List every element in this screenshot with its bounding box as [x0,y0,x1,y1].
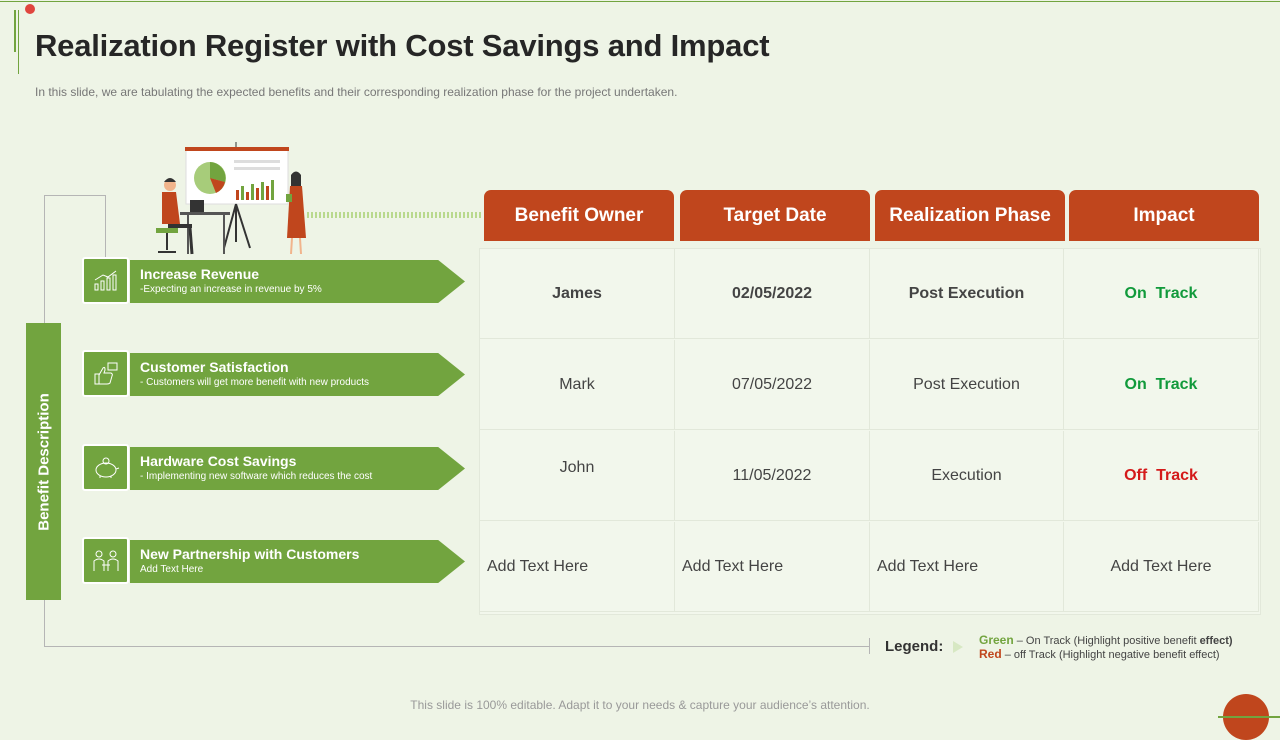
partnership-icon [82,537,129,584]
top-line [0,1,1280,2]
legend-green-word: Green [979,633,1014,647]
connector-top [44,195,105,196]
table-cell-date: 11/05/2022 [675,431,870,521]
table-cell-impact: On Track [1064,340,1259,430]
red-dot [25,4,35,14]
legend-red-line: Red – off Track (Highlight negative bene… [979,647,1220,661]
table-cell-date: Add Text Here [675,522,870,612]
table-cell-owner: Mark [480,340,675,430]
benefit-title: Increase Revenue [140,266,260,282]
header-target-date: Target Date [680,190,870,241]
connector-drop [105,195,106,257]
header-impact: Impact [1069,190,1259,241]
legend-green-bold: effect) [1199,635,1233,647]
table-cell-owner: Add Text Here [480,522,675,612]
table-cell-phase: Post Execution [870,340,1064,430]
benefit-title: Customer Satisfaction [140,359,289,375]
page-subtitle: In this slide, we are tabulating the exp… [35,85,678,99]
table-body [479,248,1261,615]
piggy-bank-icon [82,444,129,491]
benefit-description: Add Text Here [140,564,204,575]
header-realization-phase: Realization Phase [875,190,1065,241]
table-cell-impact: Add Text Here [1064,522,1259,612]
title-accent-bar-2 [18,10,19,74]
footer-note: This slide is 100% editable. Adapt it to… [410,698,870,712]
legend-green-line: Green – On Track (Highlight positive ben… [979,633,1233,647]
legend-green-text: – On Track (Highlight positive benefit [1013,635,1200,647]
table-cell-owner: John [480,431,675,521]
presentation-illustration [156,142,306,255]
connector-bottom-tick [869,638,870,654]
table-cell-date: 07/05/2022 [675,340,870,430]
title-accent-bar [14,10,16,52]
thumbs-up-icon [82,350,129,397]
table-cell-phase: Add Text Here [870,522,1064,612]
benefit-increase-revenue: Increase Revenue -Expecting an increase … [130,260,465,303]
table-cell-phase: Post Execution [870,249,1064,339]
legend-red-word: Red [979,647,1002,661]
benefit-hardware-cost-savings: Hardware Cost Savings - Implementing new… [130,447,465,490]
connector-bottom [44,646,870,647]
table-cell-phase: Execution [870,431,1064,521]
header-benefit-owner: Benefit Owner [484,190,674,241]
growth-chart-icon [82,257,129,304]
page-title: Realization Register with Cost Savings a… [35,28,770,63]
legend-label: Legend: [885,638,944,655]
legend-arrow-icon [953,641,963,653]
benefit-title: New Partnership with Customers [140,546,360,562]
benefit-description-label-bar: Benefit Description [26,323,61,600]
table-cell-impact: Off Track [1064,431,1259,521]
dotted-connector [307,212,483,218]
table-cell-owner: James [480,249,675,339]
benefit-customer-satisfaction: Customer Satisfaction - Customers will g… [130,353,465,396]
table-cell-impact: On Track [1064,249,1259,339]
table-cell-date: 02/05/2022 [675,249,870,339]
benefit-description: - Implementing new software which reduce… [140,471,373,482]
benefit-description-label: Benefit Description [35,392,52,531]
benefit-title: Hardware Cost Savings [140,453,297,469]
benefit-description: -Expecting an increase in revenue by 5% [140,284,322,295]
benefit-description: - Customers will get more benefit with n… [140,377,369,388]
benefit-new-partnership: New Partnership with Customers Add Text … [130,540,465,583]
legend-red-text: – off Track (Highlight negative benefit … [1001,649,1220,661]
corner-line [1218,716,1280,718]
